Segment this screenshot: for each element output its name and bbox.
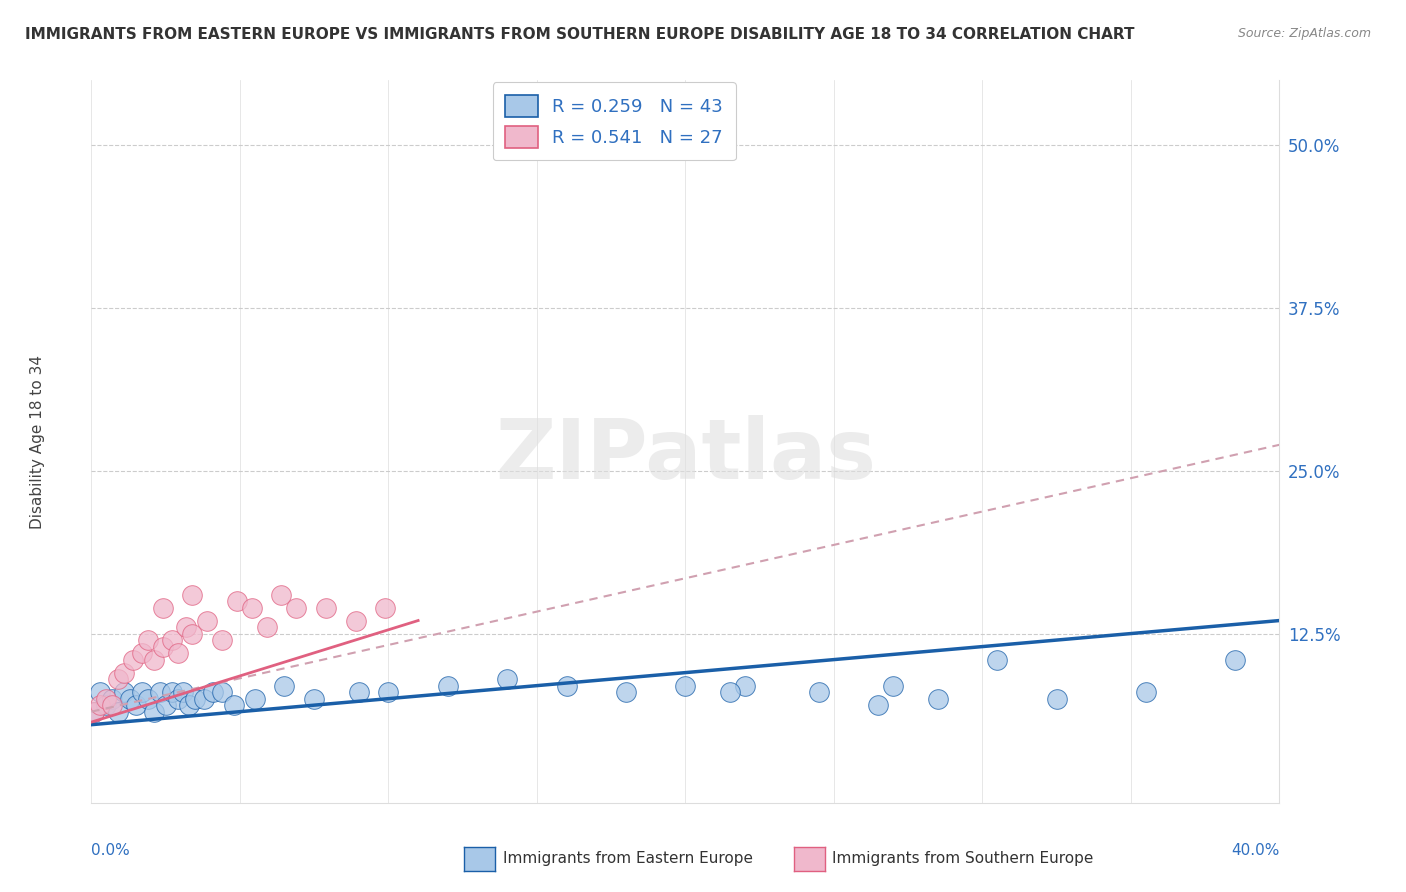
Point xyxy=(377,685,399,699)
Point xyxy=(160,633,183,648)
Text: Immigrants from Southern Europe: Immigrants from Southern Europe xyxy=(832,851,1094,865)
Point xyxy=(122,652,145,666)
Point xyxy=(1135,685,1157,699)
Point xyxy=(176,620,198,634)
Point xyxy=(184,691,207,706)
Point xyxy=(83,705,105,719)
Point xyxy=(1046,691,1069,706)
Point xyxy=(112,665,135,680)
Point xyxy=(374,600,396,615)
Point xyxy=(96,691,118,706)
Text: Immigrants from Eastern Europe: Immigrants from Eastern Europe xyxy=(503,851,754,865)
Point xyxy=(107,672,129,686)
Point xyxy=(83,705,105,719)
Legend: R = 0.259   N = 43, R = 0.541   N = 27: R = 0.259 N = 43, R = 0.541 N = 27 xyxy=(492,82,735,161)
Point xyxy=(152,600,174,615)
Point xyxy=(436,679,458,693)
Point xyxy=(868,698,890,713)
Point xyxy=(555,679,578,693)
Point xyxy=(89,698,111,713)
Text: 40.0%: 40.0% xyxy=(1232,843,1279,857)
Point xyxy=(160,685,183,699)
Point xyxy=(181,587,204,601)
Point xyxy=(142,705,165,719)
Text: IMMIGRANTS FROM EASTERN EUROPE VS IMMIGRANTS FROM SOUTHERN EUROPE DISABILITY AGE: IMMIGRANTS FROM EASTERN EUROPE VS IMMIGR… xyxy=(25,27,1135,42)
Point xyxy=(226,594,249,608)
Point xyxy=(136,633,159,648)
Point xyxy=(101,698,124,713)
Point xyxy=(179,698,201,713)
Point xyxy=(808,685,831,699)
Point xyxy=(136,691,159,706)
Point xyxy=(270,587,292,601)
Point xyxy=(718,685,741,699)
Text: ZIPatlas: ZIPatlas xyxy=(495,416,876,497)
Point xyxy=(131,685,153,699)
Text: 0.0%: 0.0% xyxy=(91,843,131,857)
Point xyxy=(273,679,295,693)
Point xyxy=(256,620,278,634)
Point xyxy=(285,600,308,615)
Point xyxy=(882,679,904,693)
Point xyxy=(202,685,225,699)
Text: Source: ZipAtlas.com: Source: ZipAtlas.com xyxy=(1237,27,1371,40)
Point xyxy=(181,626,204,640)
Point xyxy=(344,614,367,628)
Point xyxy=(211,633,233,648)
Point xyxy=(240,600,263,615)
Point xyxy=(166,646,188,660)
Point xyxy=(131,646,153,660)
Point xyxy=(152,640,174,654)
Point xyxy=(107,705,129,719)
Point xyxy=(927,691,949,706)
Point xyxy=(112,685,135,699)
Point xyxy=(149,685,172,699)
Point xyxy=(211,685,233,699)
Point xyxy=(315,600,337,615)
Point xyxy=(96,698,118,713)
Point xyxy=(142,652,165,666)
Point xyxy=(1223,652,1246,666)
Point xyxy=(302,691,325,706)
Point xyxy=(222,698,245,713)
Point xyxy=(614,685,637,699)
Point xyxy=(193,691,215,706)
Point xyxy=(347,685,370,699)
Point xyxy=(734,679,756,693)
Point xyxy=(496,672,519,686)
Point xyxy=(172,685,194,699)
Point xyxy=(155,698,177,713)
Point xyxy=(243,691,266,706)
Point xyxy=(89,685,111,699)
Point xyxy=(118,691,141,706)
Point xyxy=(101,691,124,706)
Point xyxy=(986,652,1008,666)
Text: Disability Age 18 to 34: Disability Age 18 to 34 xyxy=(31,354,45,529)
Point xyxy=(166,691,188,706)
Point xyxy=(125,698,148,713)
Point xyxy=(673,679,696,693)
Point xyxy=(195,614,218,628)
